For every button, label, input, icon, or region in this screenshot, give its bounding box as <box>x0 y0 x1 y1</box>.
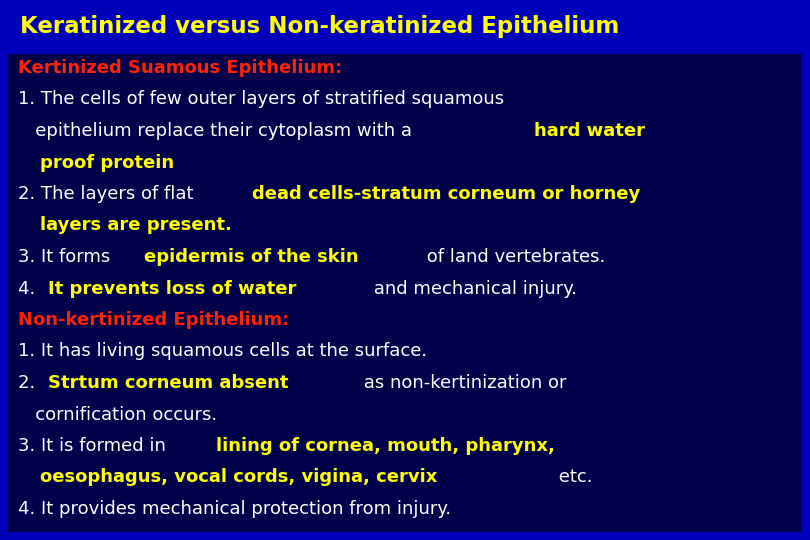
Text: of land vertebrates.: of land vertebrates. <box>421 248 606 266</box>
Text: Kertinized Suamous Epithelium:: Kertinized Suamous Epithelium: <box>18 59 342 77</box>
Text: 1. The cells of few outer layers of stratified squamous: 1. The cells of few outer layers of stra… <box>18 91 504 109</box>
Text: layers are present.: layers are present. <box>40 217 232 234</box>
Text: cornification occurs.: cornification occurs. <box>18 406 217 423</box>
Text: epithelium replace their cytoplasm with a: epithelium replace their cytoplasm with … <box>18 122 418 140</box>
Text: as non-kertinization or: as non-kertinization or <box>358 374 566 392</box>
Text: hard water: hard water <box>534 122 645 140</box>
Text: 2.: 2. <box>18 374 41 392</box>
Text: and mechanical injury.: and mechanical injury. <box>369 280 578 298</box>
Text: Strtum corneum absent: Strtum corneum absent <box>48 374 288 392</box>
Text: etc.: etc. <box>553 469 592 487</box>
Text: 3. It forms: 3. It forms <box>18 248 116 266</box>
Text: Keratinized versus Non-keratinized Epithelium: Keratinized versus Non-keratinized Epith… <box>20 16 620 38</box>
Text: lining of cornea, mouth, pharynx,: lining of cornea, mouth, pharynx, <box>216 437 555 455</box>
FancyBboxPatch shape <box>0 0 810 50</box>
FancyBboxPatch shape <box>8 54 802 532</box>
Text: proof protein: proof protein <box>40 153 174 172</box>
Text: 4. It provides mechanical protection from injury.: 4. It provides mechanical protection fro… <box>18 500 451 518</box>
Text: 2. The layers of flat: 2. The layers of flat <box>18 185 199 203</box>
Text: It prevents loss of water: It prevents loss of water <box>48 280 296 298</box>
Text: dead cells-stratum corneum or horney: dead cells-stratum corneum or horney <box>252 185 640 203</box>
Text: 4.: 4. <box>18 280 41 298</box>
Text: 1. It has living squamous cells at the surface.: 1. It has living squamous cells at the s… <box>18 342 427 361</box>
Text: epidermis of the skin: epidermis of the skin <box>144 248 359 266</box>
Text: Non-kertinized Epithelium:: Non-kertinized Epithelium: <box>18 311 289 329</box>
Text: oesophagus, vocal cords, vigina, cervix: oesophagus, vocal cords, vigina, cervix <box>40 469 437 487</box>
Text: 3. It is formed in: 3. It is formed in <box>18 437 172 455</box>
